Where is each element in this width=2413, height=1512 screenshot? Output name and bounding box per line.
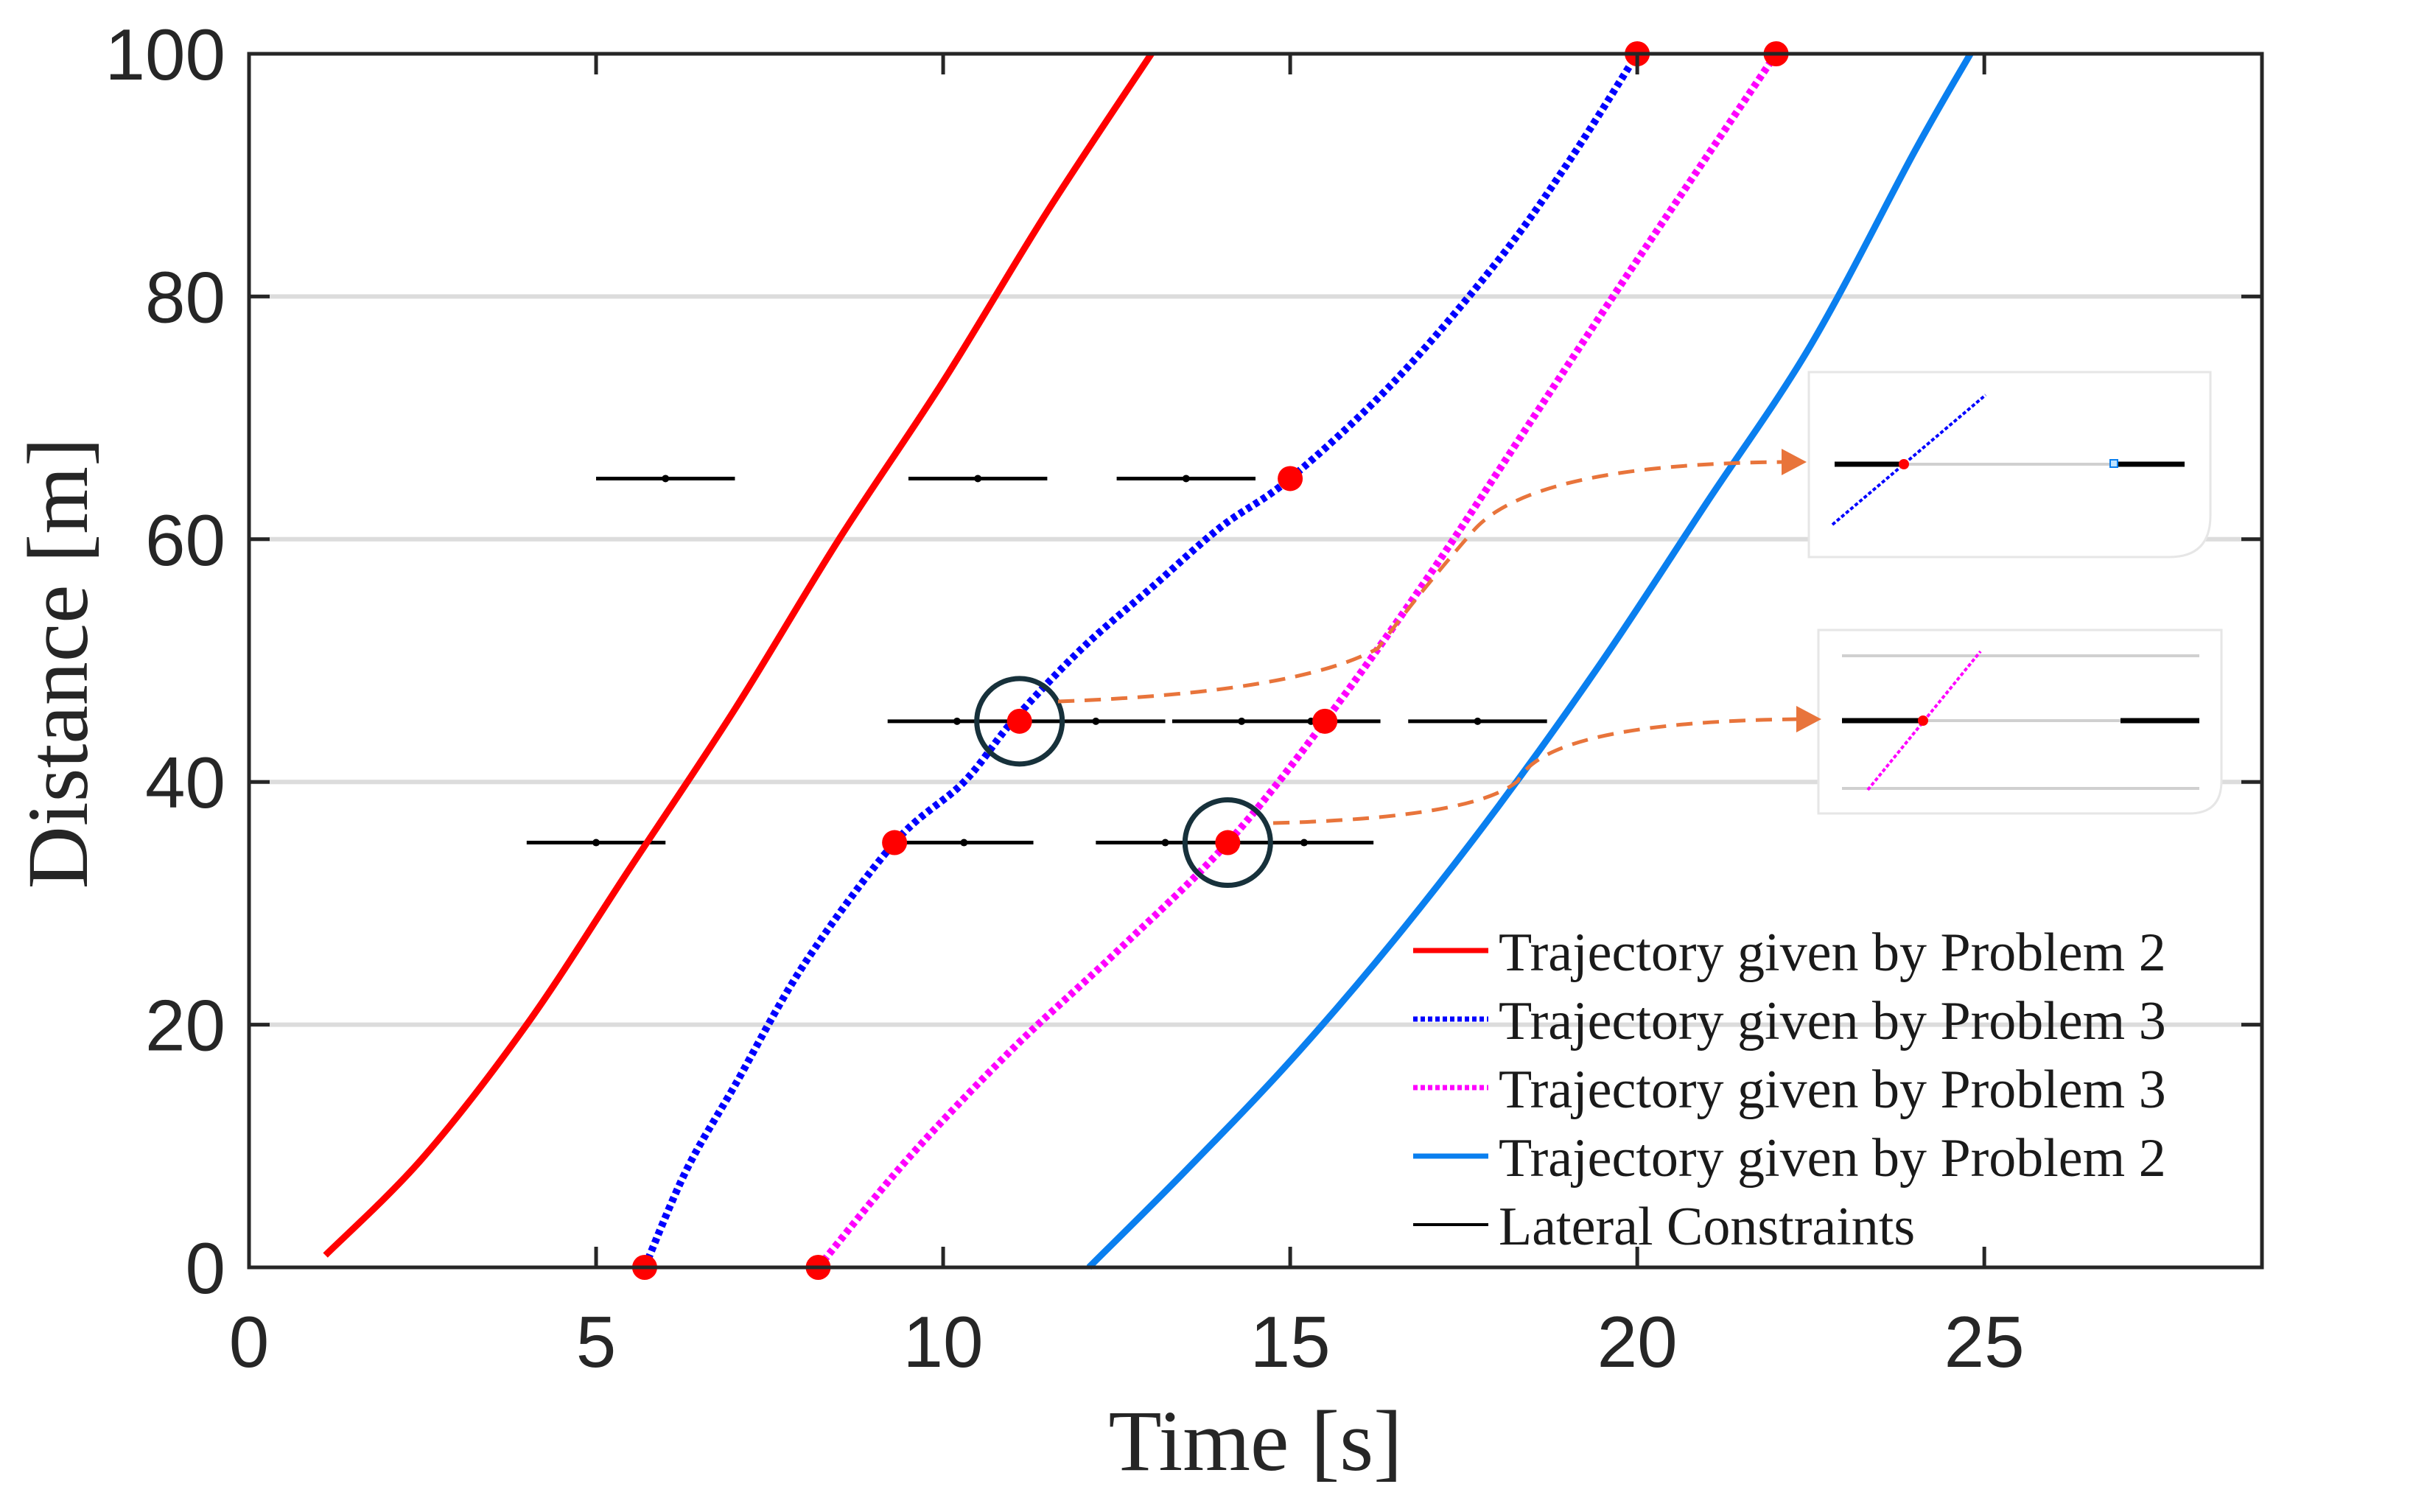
y-tick-label: 60 (145, 500, 225, 581)
trajectory-marker (882, 830, 908, 855)
highlight-circle (1182, 797, 1273, 889)
x-tick-label: 25 (1944, 1301, 2025, 1382)
axes-frame (247, 52, 2264, 1270)
series (323, 52, 1974, 1270)
highlight-circle (974, 676, 1065, 767)
arrow-head (1796, 706, 1821, 732)
inset-marker (2109, 459, 2118, 468)
y-tick-label: 20 (145, 985, 225, 1066)
series-line-1 (323, 52, 1155, 1258)
x-axis-title: Time [s] (1109, 1393, 1403, 1489)
lateral-constraint-dot (1238, 717, 1246, 725)
lateral-constraint-dot (592, 839, 600, 847)
series-line-4 (1086, 52, 1974, 1270)
trajectory-marker (1312, 708, 1338, 734)
axis-labels: Time [s] Distance [m] (10, 438, 1402, 1489)
y-axis-title: Distance [m] (10, 438, 106, 889)
y-tick-label: 100 (105, 14, 225, 95)
lateral-constraint-dot (960, 839, 968, 847)
inset-marker (1899, 459, 1909, 469)
inset-arrow (1057, 460, 1784, 704)
lateral-constraint-dot (953, 717, 961, 725)
arrow-head (1782, 449, 1807, 475)
legend-label: Trajectory given by Problem 3 (1499, 991, 2166, 1051)
trajectory-marker (1215, 830, 1241, 855)
y-tick-label: 40 (145, 742, 225, 823)
lateral-constraint-dot (662, 475, 670, 483)
legend-label: Trajectory given by Problem 2 (1499, 923, 2166, 983)
lateral-constraint-dot (1300, 839, 1308, 847)
y-tick-label: 80 (145, 256, 225, 337)
axes: 0 5 10 15 20 25 0 20 40 60 80 100 (105, 14, 2264, 1382)
zoom-insets (1057, 371, 2223, 825)
inset-blue-trajectory (1831, 393, 1987, 526)
x-tick-label: 5 (576, 1301, 617, 1382)
trajectory-marker (1006, 708, 1032, 734)
lateral-constraint-dot (1182, 475, 1190, 483)
lateral-constraint-dot (974, 475, 982, 483)
x-tick-label: 20 (1597, 1301, 1678, 1382)
x-tick-label: 10 (903, 1301, 984, 1382)
lateral-constraint-dot (1474, 717, 1482, 725)
lateral-constraint-dot (1092, 717, 1100, 725)
x-tick-label: 15 (1250, 1301, 1331, 1382)
legend-label: Trajectory given by Problem 3 (1499, 1060, 2166, 1120)
lateral-constraint-dot (1161, 839, 1169, 847)
legend-label: Trajectory given by Problem 2 (1499, 1128, 2166, 1189)
x-tick-label: 0 (229, 1301, 270, 1382)
series-line-3 (815, 52, 1779, 1270)
legend-label: Lateral Constraints (1499, 1197, 1915, 1257)
series-line-2 (641, 52, 1641, 1269)
highlight-circles (974, 676, 1273, 889)
inset-marker (1918, 715, 1928, 726)
legend: Trajectory given by Problem 2 Trajectory … (1413, 923, 2166, 1257)
trajectory-marker (1278, 466, 1303, 491)
markers (631, 41, 1789, 1280)
y-tick-label: 0 (185, 1228, 225, 1309)
inset-arrow (1272, 717, 1799, 825)
